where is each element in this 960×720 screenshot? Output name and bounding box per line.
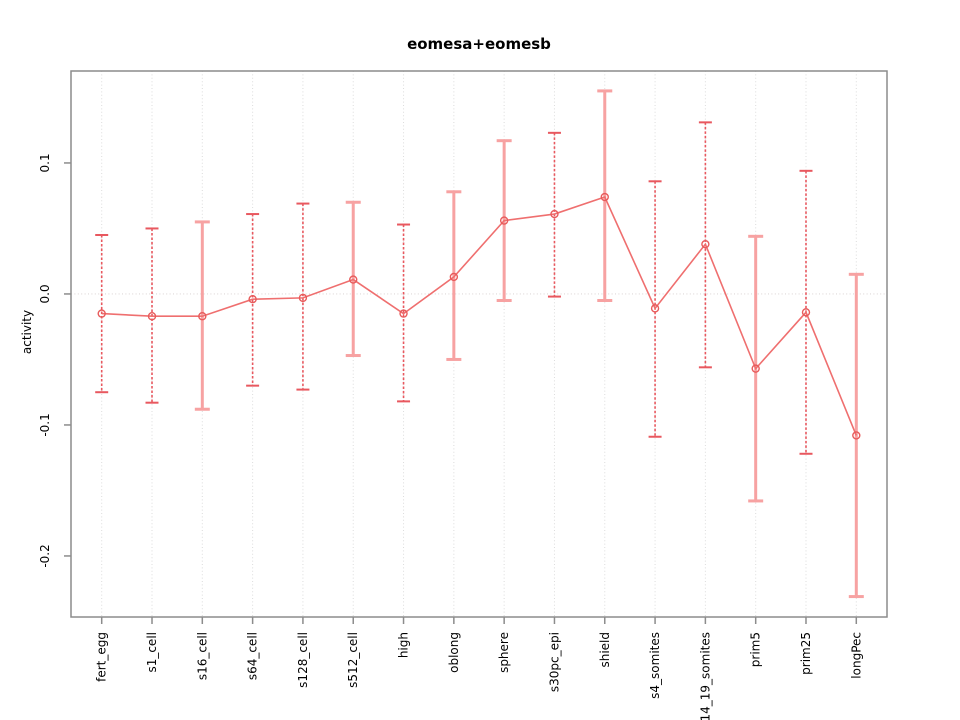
data-point — [248, 294, 257, 304]
data-point — [399, 309, 408, 318]
x-tick-label: s30pc_epi — [547, 632, 561, 692]
data-point — [97, 309, 106, 318]
x-tick-label: s512_cell — [346, 632, 360, 688]
data-point — [801, 308, 811, 317]
y-tick-label: 0.1 — [38, 153, 52, 172]
data-point — [349, 275, 358, 284]
plot-border — [70, 70, 888, 618]
x-tick-label: oblong — [447, 632, 461, 673]
data-point — [449, 272, 459, 282]
y-tick-label: -0.2 — [38, 544, 52, 567]
data-point — [499, 216, 509, 225]
x-tick-label: sphere — [497, 632, 511, 673]
data-point — [751, 364, 760, 373]
series-line — [101, 196, 858, 436]
x-tick-label: s1_cell — [145, 632, 159, 673]
x-tick-label: s4_somites — [648, 632, 662, 699]
data-point — [650, 304, 660, 313]
y-tick-label: 0.0 — [38, 284, 52, 303]
x-tick-label: high — [397, 632, 411, 658]
x-tick-label: prim25 — [799, 632, 813, 675]
data-point — [550, 209, 559, 219]
y-tick-label: -0.1 — [38, 413, 52, 436]
x-tick-label: s64_cell — [246, 632, 260, 680]
x-tick-label: prim5 — [749, 632, 763, 667]
data-point — [600, 192, 609, 202]
x-tick-label: s16_cell — [195, 632, 209, 680]
chart-title: eomesa+eomesb — [407, 35, 551, 53]
x-tick-label: longPec — [849, 632, 863, 679]
x-tick-label: fert_egg — [95, 632, 109, 682]
data-point — [298, 293, 308, 303]
data-point — [147, 312, 157, 321]
data-point — [852, 431, 861, 440]
x-tick-label: s128_cell — [296, 632, 310, 688]
data-point — [701, 239, 710, 249]
x-tick-label: s14_19_somites — [698, 632, 712, 720]
x-tick-label: shield — [598, 632, 612, 668]
data-point — [198, 312, 207, 321]
